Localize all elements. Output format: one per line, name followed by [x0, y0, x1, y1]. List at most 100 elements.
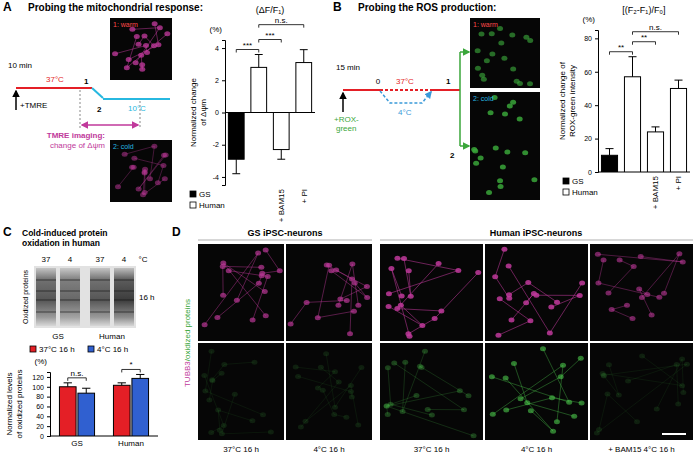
micrograph: [380, 343, 483, 440]
blot-band: [90, 311, 110, 312]
neurite: [608, 266, 633, 293]
label: 16 h: [139, 293, 155, 302]
y-axis: 020406080: [584, 31, 598, 176]
cell: [497, 26, 503, 31]
cell: [523, 35, 529, 40]
legend-swatch: [563, 189, 569, 195]
neurite: [223, 263, 264, 292]
panel-title: Probing the mitochondrial response:: [28, 2, 203, 13]
cell: [606, 362, 612, 367]
significance: n.s.: [275, 16, 288, 25]
neurite: [352, 264, 358, 305]
cell: [315, 386, 321, 391]
axis-title: Oxidized proteins: [22, 269, 30, 324]
connector: [80, 90, 81, 128]
cell: [527, 318, 533, 323]
group-label: Human: [99, 332, 125, 341]
tick-mark: [47, 377, 50, 378]
tick-mark: [222, 177, 225, 178]
cell: [644, 292, 650, 297]
neurite: [301, 382, 339, 427]
cell: [355, 423, 361, 428]
cell: [475, 270, 481, 275]
significance: *: [129, 360, 132, 369]
tick-label: Human: [118, 439, 144, 448]
cell: [402, 360, 408, 365]
figure: AProbing the mitochondrial response:10 m…: [0, 0, 700, 459]
cell: [579, 400, 585, 405]
cell: [324, 262, 330, 267]
cell: [332, 369, 338, 374]
chart-title: (ΔF/F₁): [256, 5, 285, 15]
micrograph-background: [470, 92, 540, 200]
cell: [502, 111, 508, 116]
panel-label: C: [3, 225, 12, 239]
error-bar: [258, 55, 259, 68]
tick: + PI: [674, 173, 683, 190]
connector: [432, 89, 460, 91]
cell: [139, 67, 145, 72]
cell: [217, 428, 223, 433]
neurite: [397, 309, 441, 311]
cell: [250, 318, 256, 323]
cell: [528, 408, 534, 413]
cell: [232, 392, 238, 397]
group-header: GS iPSC-neurons: [247, 228, 322, 238]
cell: [260, 412, 266, 417]
cell: [115, 184, 121, 189]
cell: [112, 51, 118, 56]
legend-label: 37°C 16 h: [39, 345, 75, 354]
neurite: [409, 271, 411, 296]
lane-label: 4: [68, 255, 73, 264]
neurite: [609, 365, 619, 395]
cell: [601, 257, 607, 262]
tick: 40: [584, 102, 598, 109]
neurite: [493, 365, 563, 414]
tick-mark: [595, 72, 598, 73]
cell: [488, 110, 494, 115]
cell: [386, 304, 392, 309]
neurite: [509, 283, 528, 295]
cell: [436, 261, 442, 266]
cell: [259, 273, 265, 278]
cell: [684, 362, 690, 367]
micrograph: [590, 244, 693, 341]
blot-band: [60, 279, 80, 280]
tick-mark: [47, 406, 50, 407]
neurite: [603, 373, 683, 385]
micrograph: [470, 92, 540, 200]
cell: [501, 56, 507, 61]
cell: [277, 268, 283, 273]
legend-label: Human: [572, 188, 598, 197]
cell: [215, 408, 221, 413]
tick: 4: [215, 45, 225, 52]
marks: [601, 57, 686, 172]
neurite: [204, 376, 223, 426]
neurite: [306, 385, 351, 421]
neurite: [205, 351, 211, 391]
cell: [251, 360, 257, 365]
tick-label: 40: [584, 102, 592, 109]
neurite: [512, 294, 534, 320]
cell: [209, 349, 215, 354]
neurite: [551, 295, 579, 307]
cell: [202, 388, 208, 393]
neurite: [506, 378, 553, 431]
tick-mark: [222, 145, 225, 146]
cell: [549, 395, 555, 400]
error-cap: [136, 374, 144, 375]
error-cap: [82, 388, 90, 389]
cell: [386, 291, 392, 296]
cell: [594, 431, 600, 436]
cell: [571, 414, 577, 419]
micrograph: [380, 244, 483, 341]
tick: 0: [40, 433, 50, 440]
cell: [226, 268, 232, 273]
cell: [138, 53, 144, 58]
cell: [358, 365, 364, 370]
cell: [288, 321, 294, 326]
cell: [501, 247, 507, 252]
significance-bracket: [122, 369, 140, 372]
cell: [522, 150, 528, 155]
bar: [624, 77, 640, 172]
